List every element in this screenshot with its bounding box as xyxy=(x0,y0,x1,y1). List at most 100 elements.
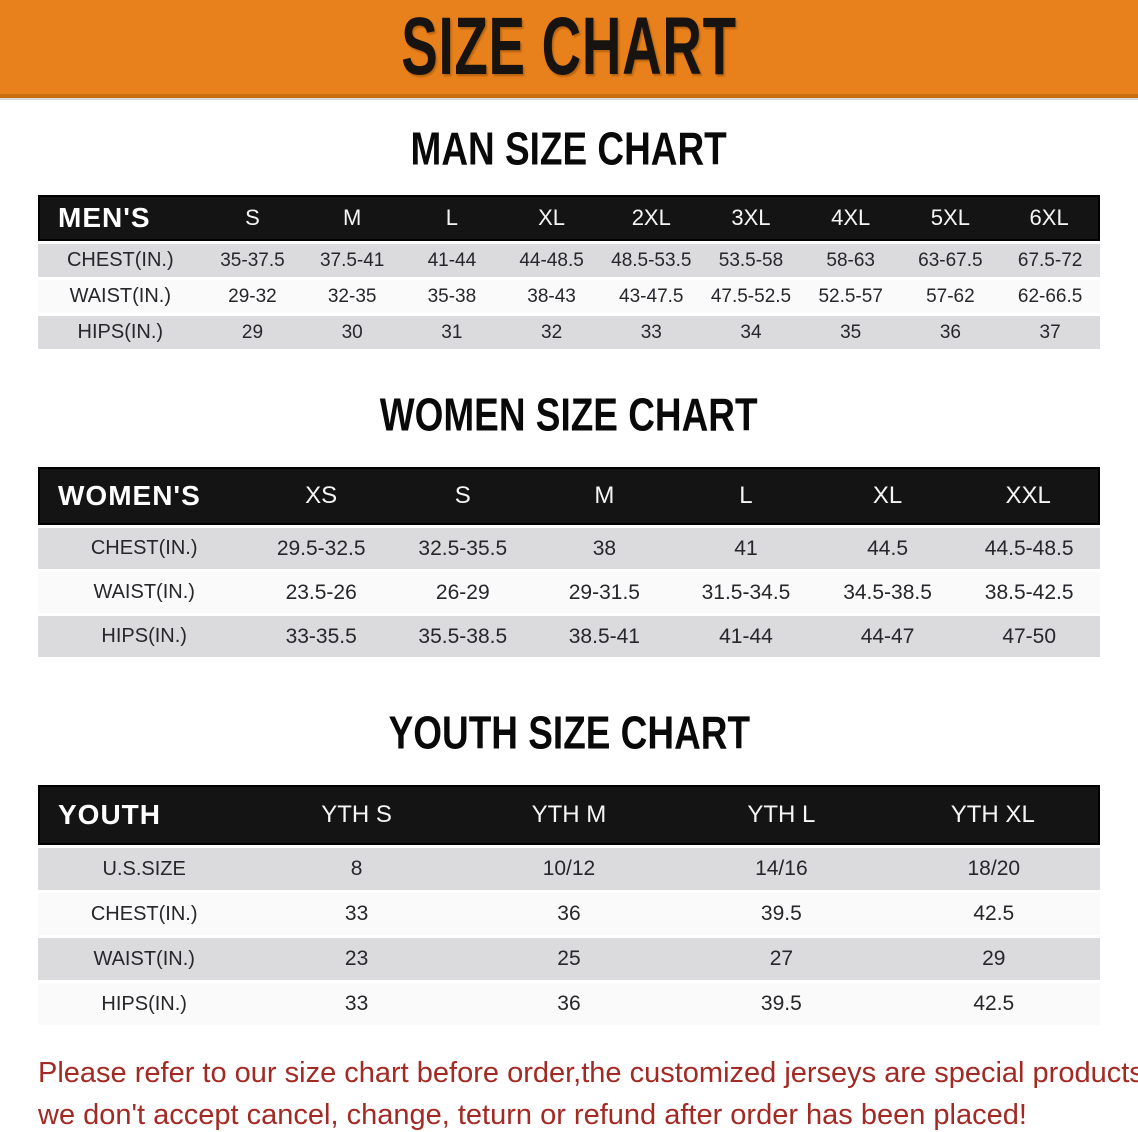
table-title-cell: MEN'S xyxy=(38,195,203,241)
row-label: WAIST(IN.) xyxy=(38,572,251,613)
table-cell: 18/20 xyxy=(887,848,1100,890)
table-cell: 52.5-57 xyxy=(800,280,901,313)
table-cell: 42.5 xyxy=(887,983,1100,1025)
table-cell: 25 xyxy=(462,938,676,980)
table-cell: 36 xyxy=(900,316,1001,349)
table-header-row: MEN'S S M L XL 2XL 3XL 4XL 5XL 6XL xyxy=(38,195,1100,241)
table-header-row: YOUTH YTH S YTH M YTH L YTH XL xyxy=(38,785,1100,845)
table-cell: 29-32 xyxy=(202,280,303,313)
disclaimer-line-1: Please refer to our size chart before or… xyxy=(38,1057,1138,1089)
table-row: U.S.SIZE 8 10/12 14/16 18/20 xyxy=(38,848,1100,890)
row-label: CHEST(IN.) xyxy=(38,893,251,935)
youth-size-table: YOUTH YTH S YTH M YTH L YTH XL U.S.SIZE 8 10/12… xyxy=(38,782,1100,1028)
table-cell: 31.5-34.5 xyxy=(675,572,817,613)
table-row: CHEST(IN.) 29.5-32.5 32.5-35.5 38 41 44.5 44.5… xyxy=(38,528,1100,569)
table-cell: 32.5-35.5 xyxy=(391,528,534,569)
row-label: WAIST(IN.) xyxy=(38,938,251,980)
table-cell: 35-38 xyxy=(402,280,502,313)
table-cell: 67.5-72 xyxy=(1000,244,1100,277)
table-cell: 38.5-42.5 xyxy=(958,572,1100,613)
size-header-cell: M xyxy=(533,467,676,525)
size-header-cell: L xyxy=(402,195,502,241)
table-cell: 29 xyxy=(887,938,1100,980)
size-header-cell: YTH L xyxy=(675,785,888,845)
table-cell: 33 xyxy=(250,983,463,1025)
table-cell: 44-47 xyxy=(816,616,959,657)
row-label: HIPS(IN.) xyxy=(38,316,203,349)
row-label: HIPS(IN.) xyxy=(38,983,251,1025)
size-header-cell: YTH M xyxy=(462,785,676,845)
size-header-cell: XL xyxy=(501,195,602,241)
table-cell: 34 xyxy=(701,316,801,349)
table-cell: 29.5-32.5 xyxy=(250,528,392,569)
mens-size-table: MEN'S S M L XL 2XL 3XL 4XL 5XL 6XL CHEST(IN.) 35-37… xyxy=(38,192,1100,352)
table-row: WAIST(IN.) 29-32 32-35 35-38 38-43 43-47.5 47.… xyxy=(38,280,1100,313)
table-cell: 30 xyxy=(302,316,403,349)
table-cell: 29-31.5 xyxy=(533,572,676,613)
table-cell: 26-29 xyxy=(391,572,534,613)
table-cell: 44.5 xyxy=(816,528,959,569)
womens-size-table-container: WOMEN'S XS S M L XL XXL CHEST(IN.) 29.5-32.5 32.5… xyxy=(0,464,1138,660)
size-header-cell: 5XL xyxy=(900,195,1001,241)
banner-title: SIZE CHART xyxy=(401,0,737,93)
table-cell: 36 xyxy=(462,983,676,1025)
table-cell: 29 xyxy=(202,316,303,349)
size-header-cell: 3XL xyxy=(701,195,801,241)
table-cell: 10/12 xyxy=(462,848,676,890)
mens-size-table-container: MEN'S S M L XL 2XL 3XL 4XL 5XL 6XL CHEST(IN.) 35-37… xyxy=(0,192,1138,352)
table-row: WAIST(IN.) 23.5-26 26-29 29-31.5 31.5-34.5 34… xyxy=(38,572,1100,613)
table-cell: 31 xyxy=(402,316,502,349)
table-cell: 38-43 xyxy=(501,280,602,313)
row-label: WAIST(IN.) xyxy=(38,280,203,313)
table-cell: 41-44 xyxy=(675,616,817,657)
youth-size-table-container: YOUTH YTH S YTH M YTH L YTH XL U.S.SIZE 8 10/12… xyxy=(0,782,1138,1028)
size-header-cell: S xyxy=(202,195,303,241)
table-cell: 63-67.5 xyxy=(900,244,1001,277)
table-title-cell: WOMEN'S xyxy=(38,467,251,525)
table-cell: 23.5-26 xyxy=(250,572,392,613)
table-cell: 32 xyxy=(501,316,602,349)
table-cell: 43-47.5 xyxy=(601,280,702,313)
size-header-cell: L xyxy=(675,467,817,525)
size-header-cell: YTH XL xyxy=(887,785,1100,845)
size-header-cell: 6XL xyxy=(1000,195,1100,241)
table-row: HIPS(IN.) 33-35.5 35.5-38.5 38.5-41 41-44 44-… xyxy=(38,616,1100,657)
row-label: CHEST(IN.) xyxy=(38,244,203,277)
table-cell: 53.5-58 xyxy=(701,244,801,277)
women-size-chart-heading: WOMEN SIZE CHART xyxy=(380,388,758,441)
table-cell: 38 xyxy=(533,528,676,569)
table-cell: 41-44 xyxy=(402,244,502,277)
man-size-chart-heading: MAN SIZE CHART xyxy=(410,122,728,175)
table-cell: 42.5 xyxy=(887,893,1100,935)
order-disclaimer: Please refer to our size chart before or… xyxy=(0,1052,1138,1132)
table-cell: 33-35.5 xyxy=(250,616,392,657)
table-cell: 32-35 xyxy=(302,280,403,313)
table-cell: 8 xyxy=(250,848,463,890)
table-cell: 36 xyxy=(462,893,676,935)
table-row: HIPS(IN.) 29 30 31 32 33 34 35 36 37 xyxy=(38,316,1100,349)
table-cell: 23 xyxy=(250,938,463,980)
table-cell: 41 xyxy=(675,528,817,569)
size-chart-banner: SIZE CHART xyxy=(0,0,1138,98)
table-cell: 38.5-41 xyxy=(533,616,676,657)
table-cell: 35 xyxy=(800,316,901,349)
table-cell: 57-62 xyxy=(900,280,1001,313)
table-cell: 35.5-38.5 xyxy=(391,616,534,657)
row-label: HIPS(IN.) xyxy=(38,616,251,657)
table-row: CHEST(IN.) 33 36 39.5 42.5 xyxy=(38,893,1100,935)
table-cell: 44-48.5 xyxy=(501,244,602,277)
size-header-cell: 2XL xyxy=(601,195,702,241)
table-cell: 48.5-53.5 xyxy=(601,244,702,277)
table-cell: 47-50 xyxy=(958,616,1100,657)
table-row: WAIST(IN.) 23 25 27 29 xyxy=(38,938,1100,980)
table-cell: 62-66.5 xyxy=(1000,280,1100,313)
row-label: U.S.SIZE xyxy=(38,848,251,890)
size-header-cell: XL xyxy=(816,467,959,525)
table-cell: 27 xyxy=(675,938,888,980)
size-header-cell: YTH S xyxy=(250,785,463,845)
size-header-cell: XS xyxy=(250,467,392,525)
table-cell: 47.5-52.5 xyxy=(701,280,801,313)
table-cell: 37.5-41 xyxy=(302,244,403,277)
table-cell: 39.5 xyxy=(675,983,888,1025)
table-cell: 44.5-48.5 xyxy=(958,528,1100,569)
